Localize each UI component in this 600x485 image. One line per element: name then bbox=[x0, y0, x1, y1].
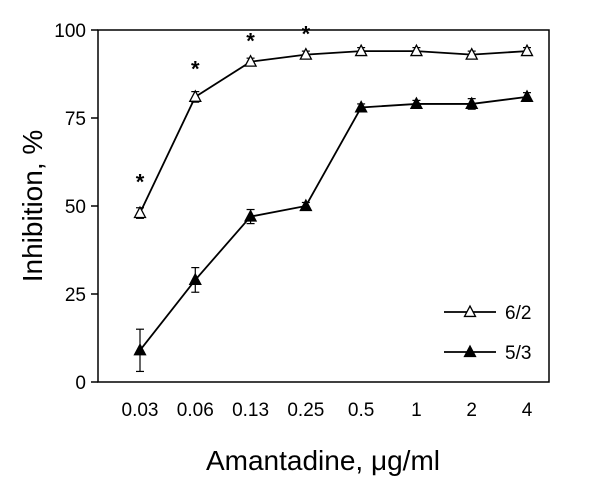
x-tick-label: 0.13 bbox=[232, 400, 269, 421]
x-tick-label: 0.06 bbox=[177, 400, 214, 421]
data-point bbox=[354, 43, 368, 57]
data-point bbox=[465, 96, 479, 110]
data-point bbox=[188, 89, 202, 102]
data-point bbox=[243, 209, 258, 222]
data-point bbox=[299, 47, 313, 60]
y-tick-label: 50 bbox=[65, 197, 86, 218]
series-open bbox=[133, 43, 534, 219]
data-point bbox=[354, 100, 368, 113]
series-line bbox=[139, 95, 528, 351]
x-tick-label: 0.5 bbox=[348, 400, 374, 421]
data-point bbox=[133, 205, 147, 219]
significance-annotations: * * * * bbox=[136, 22, 311, 195]
legend: 6/2 5/3 bbox=[444, 303, 531, 364]
x-axis: 0.03 0.06 0.13 0.25 0.5 1 2 4 bbox=[122, 400, 533, 421]
data-point bbox=[188, 272, 202, 286]
x-axis-title: Amantadine, μg/ml bbox=[206, 445, 440, 476]
data-point bbox=[520, 89, 534, 102]
y-tick-label: 100 bbox=[54, 21, 86, 42]
y-tick-label: 0 bbox=[75, 373, 86, 394]
plot-area-frame bbox=[97, 29, 550, 383]
data-point bbox=[409, 43, 424, 57]
x-tick-label: 4 bbox=[522, 400, 533, 421]
legend-marker bbox=[463, 344, 477, 358]
data-point bbox=[299, 198, 313, 212]
y-tick-label: 25 bbox=[65, 285, 86, 306]
significance-star: * bbox=[246, 29, 255, 54]
data-point bbox=[465, 47, 479, 60]
series-filled bbox=[133, 89, 534, 373]
series-line bbox=[139, 50, 528, 214]
x-tick-label: 0.25 bbox=[287, 400, 324, 421]
data-point bbox=[133, 342, 147, 356]
x-tick-label: 2 bbox=[466, 400, 477, 421]
data-point bbox=[409, 96, 424, 110]
y-tick-label: 75 bbox=[65, 109, 86, 130]
x-tick-label: 1 bbox=[411, 400, 422, 421]
data-point bbox=[243, 54, 258, 67]
significance-star: * bbox=[191, 57, 200, 82]
y-axis: 0 25 50 75 100 bbox=[54, 21, 98, 394]
y-axis-title: Inhibition, % bbox=[17, 130, 48, 283]
legend-label: 6/2 bbox=[505, 303, 531, 324]
x-tick-label: 0.03 bbox=[122, 400, 159, 421]
significance-star: * bbox=[302, 22, 311, 47]
significance-star: * bbox=[136, 169, 145, 194]
legend-marker bbox=[463, 304, 477, 318]
series-layer bbox=[133, 43, 534, 373]
data-point bbox=[520, 43, 534, 57]
legend-label: 5/3 bbox=[505, 343, 531, 364]
